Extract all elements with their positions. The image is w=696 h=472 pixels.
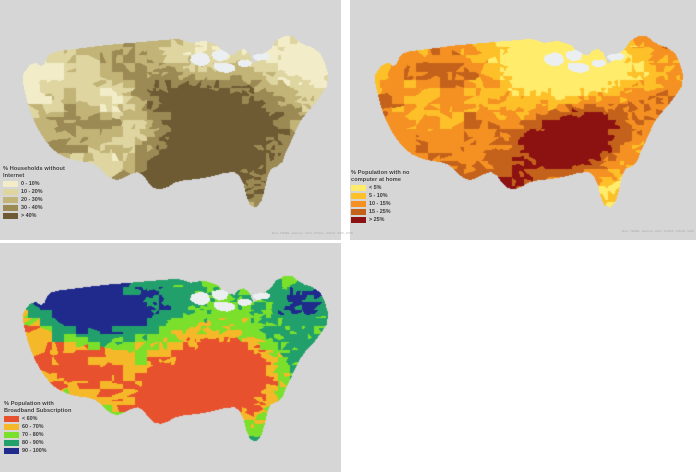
legend-row: < 60% [4, 416, 71, 423]
legend-label: 60 - 70% [22, 424, 44, 431]
legend-row: 10 - 15% [351, 201, 410, 208]
legend-swatch [4, 424, 19, 431]
legend-row: 10 - 20% [3, 189, 65, 196]
legend-row: 20 - 30% [3, 197, 65, 204]
legend-swatch [3, 181, 18, 188]
legend-swatch [3, 213, 18, 220]
choropleth-map-internet [0, 0, 341, 240]
legend-computer: % Population with no computer at home < … [351, 170, 410, 225]
legend-row: 30 - 40% [3, 205, 65, 212]
legend-swatch [351, 185, 366, 192]
legend-label: > 40% [21, 213, 37, 220]
map-panel-internet [0, 0, 341, 240]
map-attribution-internet: Esri, HERE, Garmin, FAO, NOAA, USGS, EPA… [272, 231, 354, 235]
empty-panel [350, 243, 696, 472]
map-panel-broadband [0, 243, 341, 472]
legend-label: 70 - 80% [22, 432, 44, 439]
legend-row: > 40% [3, 213, 65, 220]
legend-label: > 25% [369, 217, 385, 224]
choropleth-map-computer [350, 0, 696, 240]
legend-internet: % Households without Internet 0 - 10% 10… [3, 166, 65, 221]
legend-swatch [4, 432, 19, 439]
legend-swatch [3, 205, 18, 212]
legend-row: 5 - 10% [351, 193, 410, 200]
legend-label: 15 - 25% [369, 209, 391, 216]
legend-label: 0 - 10% [21, 181, 40, 188]
legend-row: 15 - 25% [351, 209, 410, 216]
legend-swatch [351, 217, 366, 224]
legend-swatch [4, 416, 19, 423]
legend-label: 10 - 20% [21, 189, 43, 196]
legend-swatch [351, 193, 366, 200]
legend-label: < 60% [22, 416, 38, 423]
legend-swatch [351, 201, 366, 208]
legend-row: < 5% [351, 185, 410, 192]
legend-row: 90 - 100% [4, 448, 71, 455]
legend-title-broadband: % Population with Broadband Subscription [4, 401, 72, 414]
legend-label: 80 - 90% [22, 440, 44, 447]
legend-row: > 25% [351, 217, 410, 224]
legend-swatch [4, 448, 19, 455]
legend-label: 5 - 10% [369, 193, 388, 200]
legend-swatch [4, 440, 19, 447]
legend-label: < 5% [369, 185, 382, 192]
legend-swatch [351, 209, 366, 216]
legend-row: 60 - 70% [4, 424, 71, 431]
legend-row: 80 - 90% [4, 440, 71, 447]
map-attribution-computer: Esri, HERE, Garmin, FAO, NOAA, USGS, EPA… [622, 229, 696, 233]
map-panel-computer [350, 0, 696, 240]
legend-label: 10 - 15% [369, 201, 391, 208]
legend-swatch [3, 189, 18, 196]
legend-row: 70 - 80% [4, 432, 71, 439]
legend-swatch [3, 197, 18, 204]
legend-title-computer: % Population with no computer at home [351, 170, 410, 183]
legend-broadband: % Population with Broadband Subscription… [4, 401, 71, 456]
legend-title-internet: % Households without Internet [3, 166, 65, 179]
legend-label: 30 - 40% [21, 205, 43, 212]
legend-label: 20 - 30% [21, 197, 43, 204]
legend-row: 0 - 10% [3, 181, 65, 188]
legend-label: 90 - 100% [22, 448, 47, 455]
choropleth-map-broadband [0, 243, 341, 472]
